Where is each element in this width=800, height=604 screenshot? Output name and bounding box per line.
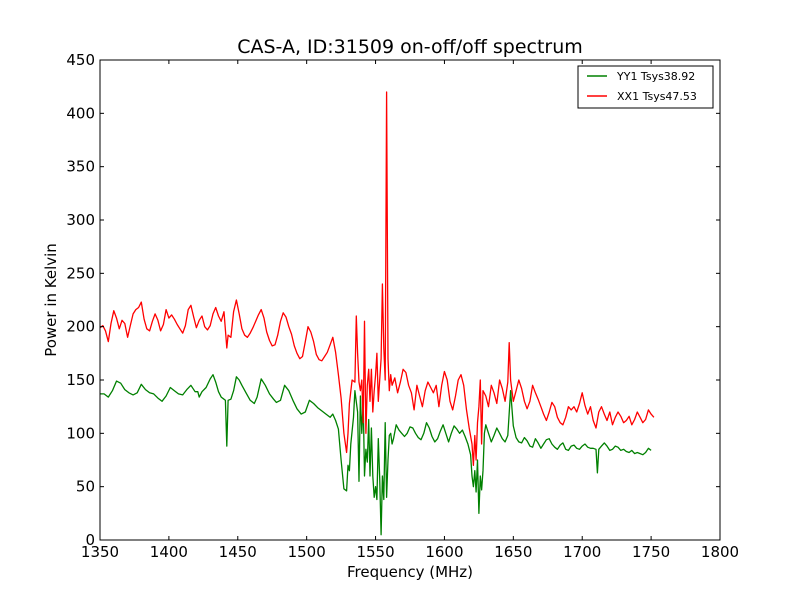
- legend-label-yy1: YY1 Tsys38.92: [616, 70, 695, 83]
- x-tick-label: 1800: [701, 543, 739, 561]
- axis-ticks: 1350 1400 1450 1500 1550 1600 1650 1700 1750 1800…: [66, 51, 739, 561]
- series-line-yy1: [100, 374, 652, 536]
- x-tick-label: 1350: [81, 543, 119, 561]
- x-axis-label: Frequency (MHz): [347, 563, 473, 581]
- x-tick-label: 1550: [356, 543, 394, 561]
- x-tick-label: 1500: [288, 543, 326, 561]
- x-tick-label: 1400: [150, 543, 188, 561]
- y-tick-label: 100: [66, 424, 95, 442]
- x-tick-label: 1450: [219, 543, 257, 561]
- y-tick-label: 150: [66, 371, 95, 389]
- y-tick-label: 450: [66, 51, 95, 69]
- legend: YY1 Tsys38.92 XX1 Tsys47.53: [577, 65, 714, 109]
- y-axis-label: Power in Kelvin: [42, 243, 60, 357]
- y-tick-label: 400: [66, 104, 95, 122]
- series-lines: [99, 91, 655, 536]
- y-tick-label: 350: [66, 158, 95, 176]
- x-tick-label: 1600: [425, 543, 463, 561]
- legend-box: [577, 65, 714, 109]
- x-tick-label: 1700: [563, 543, 601, 561]
- y-tick-label: 50: [76, 478, 95, 496]
- y-tick-label: 300: [66, 211, 95, 229]
- chart-title: CAS-A, ID:31509 on-off/off spectrum: [237, 36, 583, 58]
- y-tick-label: 250: [66, 264, 95, 282]
- series-line-xx1: [99, 91, 655, 466]
- axes-frame: [99, 59, 721, 541]
- plot-area: 1350 1400 1450 1500 1550 1600 1650 1700 1750 1800…: [66, 51, 739, 561]
- legend-label-xx1: XX1 Tsys47.53: [617, 90, 697, 103]
- x-tick-label: 1750: [632, 543, 670, 561]
- y-tick-label: 0: [85, 531, 95, 549]
- y-tick-label: 200: [66, 318, 95, 336]
- x-tick-label: 1650: [494, 543, 532, 561]
